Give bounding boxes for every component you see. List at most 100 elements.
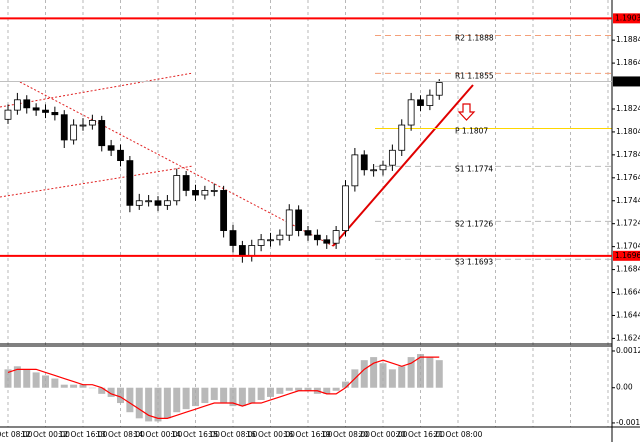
macd-bar [210, 387, 218, 400]
candle-body [426, 94, 434, 106]
x-tick-label: 20 Oct 00:00 [359, 430, 408, 439]
candle-body [351, 154, 359, 187]
level-label: 1.1903 [615, 13, 640, 22]
macd-bar [304, 387, 312, 391]
candle-body [126, 160, 134, 206]
macd-bar [267, 387, 274, 397]
candle-body [4, 109, 12, 120]
macd-bar [276, 387, 284, 394]
macd-bar [370, 357, 378, 388]
candle-body [70, 124, 78, 141]
candle-body [388, 149, 396, 166]
down-arrow [457, 103, 476, 121]
candle-body [398, 124, 406, 151]
macd-bar [60, 384, 68, 388]
macd-bar [295, 387, 303, 391]
current-price-label: 1.1848 [615, 76, 640, 85]
candle-body [257, 239, 265, 246]
candle-body [60, 114, 68, 141]
macd-bar [192, 387, 199, 407]
pivot-value: 1.1693 [467, 257, 493, 266]
y-tick-label: 1.1764 [616, 173, 640, 182]
candle-body [370, 169, 378, 172]
y-tick-label: 0.0012 [616, 346, 640, 355]
pivot-name: S2 [455, 219, 465, 228]
channel-line [0, 165, 194, 198]
level-box [613, 13, 640, 24]
candle-body [323, 239, 331, 244]
candle-body [32, 107, 40, 111]
pivot-value: 1.1807 [462, 126, 488, 135]
signal-line [7, 356, 440, 419]
macd-bar [42, 375, 49, 388]
pivot-name: S3 [455, 257, 465, 266]
candle-body [238, 245, 246, 257]
x-tick-label: 12 Oct 16:00 [59, 430, 108, 439]
trend-line [19, 81, 334, 247]
x-tick-label: 21 Oct 08:00 [434, 430, 483, 439]
macd-bar [70, 384, 78, 388]
macd-bar [173, 387, 181, 413]
candle-body [407, 99, 415, 126]
macd-bar [201, 387, 209, 404]
candle-body [295, 209, 303, 231]
macd-bar [163, 387, 171, 419]
macd-bar [388, 369, 396, 388]
y-tick-label: 1.1624 [616, 333, 640, 342]
macd-bar [13, 366, 21, 388]
pivot-value: 1.1726 [467, 219, 493, 228]
candle-body [379, 164, 387, 171]
candle-body [79, 124, 87, 127]
pivot-name: S1 [455, 164, 465, 173]
macd-bar [32, 372, 40, 388]
level-label: 1.1696 [615, 251, 640, 260]
x-tick-label: 12 Oct 00:00 [21, 430, 70, 439]
candle-body [145, 200, 153, 203]
pivot-label: P 1.1807 [455, 126, 488, 135]
candle-body [360, 154, 368, 171]
candle-body [342, 185, 349, 231]
candle-body [135, 200, 143, 206]
macd-bar [332, 387, 340, 391]
candle-body [192, 190, 199, 196]
macd-bar [135, 387, 143, 419]
x-tick-label: 16 Oct 16:00 [284, 430, 333, 439]
grid [7, 0, 609, 427]
y-tick-label: 1.1664 [616, 288, 640, 297]
candle-body [42, 109, 49, 113]
candle-body [23, 99, 31, 109]
macd-bar [4, 369, 12, 388]
macd-bar [238, 387, 246, 407]
x-tick-label: 13 Oct 08:00 [96, 430, 145, 439]
pivot-label: R2 1.1888 [455, 34, 494, 43]
pivot-name: R1 [455, 71, 465, 80]
y-tick-label: 1.1884 [616, 35, 640, 44]
y-tick-label: 1.1644 [616, 310, 640, 319]
y-tick-label: -0.00115 [616, 418, 640, 427]
candle-body [229, 230, 237, 246]
x-tick-label: 14 Oct 16:00 [171, 430, 220, 439]
y-tick-label: 1.1704 [616, 242, 640, 251]
pivot-value: 1.1855 [467, 71, 493, 80]
current-price-box [613, 76, 640, 87]
candle-body [435, 82, 443, 96]
macd-bar [435, 360, 443, 388]
candle-body [304, 230, 312, 236]
y-tick-label: 1.1684 [616, 265, 640, 274]
macd-bar [417, 354, 424, 388]
candle-body [88, 120, 96, 126]
y-tick-label: 1.1744 [616, 196, 640, 205]
candle-body [163, 200, 171, 206]
macd-bar [398, 366, 406, 388]
candle-body [154, 200, 162, 206]
x-tick-label: 16 Oct 00:00 [246, 430, 295, 439]
candle-body [417, 99, 424, 106]
candle-body [285, 209, 293, 236]
candle-body [332, 230, 340, 244]
candle-body [267, 239, 274, 242]
macd-bar [23, 369, 31, 388]
macd-bar [248, 387, 256, 404]
macd-bar [126, 387, 134, 413]
y-tick-label: 1.1784 [616, 150, 640, 159]
